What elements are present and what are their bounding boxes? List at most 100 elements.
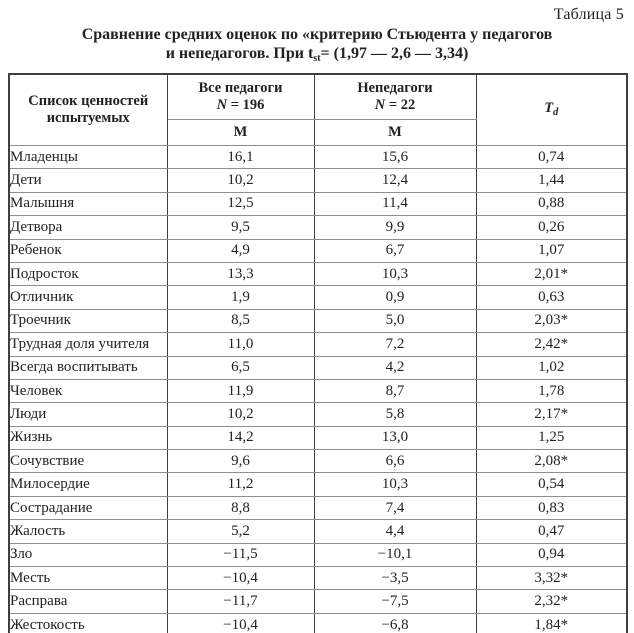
all-teachers-mean-cell: −11,7 <box>166 589 315 614</box>
all-teachers-mean-cell: 11,2 <box>166 472 315 497</box>
t-d-value-cell: 1,25 <box>475 425 628 451</box>
table-number-label: Таблица 5 <box>553 6 624 23</box>
value-label-cell: Отличник <box>8 285 168 310</box>
t-d-value-cell: 0,74 <box>475 144 628 170</box>
table-row: Троечник 8,5 5,0 2,03* <box>8 308 628 334</box>
table-title-line-1: Сравнение средних оценок по «критерию Ст… <box>81 26 553 43</box>
table-row: Отличник 1,9 0,9 0,63 <box>8 285 628 310</box>
value-label-cell: Младенцы <box>8 144 168 170</box>
table-header: Список ценностей испытуемых Все педагоги… <box>8 73 628 146</box>
all-teachers-mean-cell: 11,9 <box>166 378 315 404</box>
non-teachers-mean-cell: −3,5 <box>313 566 477 591</box>
value-label-cell: Милосердие <box>8 472 168 497</box>
value-label-cell: Подросток <box>8 261 168 287</box>
n-symbol: N <box>374 97 386 113</box>
all-teachers-header-line-1: Все педагоги <box>198 80 283 96</box>
non-teachers-header: Непедагоги N = 22 <box>313 73 477 120</box>
all-teachers-mean-cell: −10,4 <box>166 612 315 633</box>
value-label-cell: Жалость <box>8 519 168 544</box>
all-teachers-mean-cell: −10,4 <box>166 566 315 591</box>
t-d-value-cell: 2,32* <box>475 589 628 614</box>
t-d-value-cell: 1,84* <box>475 612 628 633</box>
value-label-cell: Детвора <box>8 215 168 240</box>
value-label-cell: Жестокость <box>8 612 168 633</box>
t-d-value-cell: 0,88 <box>475 191 628 217</box>
value-label-cell: Малышня <box>8 191 168 217</box>
table-row: Ребенок 4,9 6,7 1,07 <box>8 238 628 263</box>
title-line2-values: = (1,97 — 2,6 — 3,34) <box>320 45 469 62</box>
all-teachers-mean-cell: 10,2 <box>166 168 315 193</box>
all-teachers-sample-size: N = 196 <box>168 97 314 114</box>
table-row: Малышня 12,5 11,4 0,88 <box>8 191 628 217</box>
table-row: Расправа −11,7 −7,5 2,32* <box>8 589 628 614</box>
non-teachers-mean-cell: 8,7 <box>313 378 477 404</box>
values-list-header: Список ценностей испытуемых <box>8 73 168 146</box>
non-teachers-mean-cell: −6,8 <box>313 612 477 633</box>
non-teachers-mean-cell: 5,8 <box>313 402 477 427</box>
non-teachers-mean-cell: 13,0 <box>313 425 477 451</box>
value-label-cell: Ребенок <box>8 238 168 263</box>
value-label-cell: Месть <box>8 566 168 591</box>
all-teachers-mean-cell: 8,5 <box>166 308 315 334</box>
t-d-value-cell: 0,47 <box>475 519 628 544</box>
table-row: Детвора 9,5 9,9 0,26 <box>8 215 628 240</box>
t-d-subscript: d <box>553 106 559 118</box>
table-row: Сочувствие 9,6 6,6 2,08* <box>8 449 628 474</box>
values-list-header-line-1: Список ценностей <box>28 93 149 109</box>
n-value: = 196 <box>227 97 265 113</box>
all-teachers-mean-cell: 5,2 <box>166 519 315 544</box>
header-row-sub: М М <box>9 119 627 146</box>
all-teachers-mean-cell: 11,0 <box>166 332 315 357</box>
value-label-cell: Сострадание <box>8 495 168 521</box>
all-teachers-header: Все педагоги N = 196 <box>166 73 315 120</box>
all-teachers-mean-cell: 14,2 <box>166 425 315 451</box>
all-teachers-mean-cell: 9,5 <box>166 215 315 240</box>
t-d-value-cell: 0,63 <box>475 285 628 310</box>
value-label-cell: Дети <box>8 168 168 193</box>
non-teachers-mean-cell: 10,3 <box>313 472 477 497</box>
t-d-value-cell: 2,01* <box>475 261 628 287</box>
all-teachers-mean-cell: 6,5 <box>166 355 315 380</box>
non-teachers-mean-cell: 7,4 <box>313 495 477 521</box>
t-d-value-cell: 3,32* <box>475 566 628 591</box>
n-value: = 22 <box>385 97 416 113</box>
t-d-value-cell: 2,42* <box>475 332 628 357</box>
title-line2-text: и непедагогов. При t <box>165 45 314 62</box>
table-row: Сострадание 8,8 7,4 0,83 <box>8 495 628 521</box>
t-d-value-cell: 0,83 <box>475 495 628 521</box>
t-d-column-header: Td <box>475 73 628 146</box>
non-teachers-mean-cell: 11,4 <box>313 191 477 217</box>
header-row-top: Список ценностей испытуемых Все педагоги… <box>8 73 628 146</box>
table-title-line-2: и непедагогов. При tst= (1,97 — 2,6 — 3,… <box>0 44 634 68</box>
table-row: Жизнь 14,2 13,0 1,25 <box>8 425 628 451</box>
non-teachers-mean-cell: 6,7 <box>313 238 477 263</box>
table-row: Жалость 5,2 4,4 0,47 <box>8 519 628 544</box>
table-title: Сравнение средних оценок по «критерию Ст… <box>0 25 634 68</box>
value-label-cell: Всегда воспитывать <box>8 355 168 380</box>
table-row: Младенцы 16,1 15,6 0,74 <box>8 144 628 170</box>
all-teachers-mean-cell: 1,9 <box>166 285 315 310</box>
t-symbol: T <box>544 99 554 116</box>
value-label-cell: Человек <box>8 378 168 404</box>
non-teachers-mean-cell: 12,4 <box>313 168 477 193</box>
all-teachers-mean-cell: 9,6 <box>166 449 315 474</box>
all-teachers-mean-cell: 16,1 <box>166 144 315 170</box>
non-teachers-mean-cell: 7,2 <box>313 332 477 357</box>
all-teachers-mean-cell: 10,2 <box>166 402 315 427</box>
t-d-value-cell: 1,78 <box>475 378 628 404</box>
values-list-header-line-2: испытуемых <box>46 110 130 126</box>
value-label-cell: Зло <box>8 542 168 568</box>
non-teachers-header-line-1: Непедагоги <box>357 80 433 96</box>
non-teachers-mean-cell: −7,5 <box>313 589 477 614</box>
non-teachers-mean-cell: 4,4 <box>313 519 477 544</box>
comparison-table: Список ценностей испытуемых Все педагоги… <box>8 73 628 633</box>
t-d-value-cell: 0,26 <box>475 215 628 240</box>
value-label-cell: Жизнь <box>8 425 168 451</box>
value-label-cell: Люди <box>8 402 168 427</box>
value-label-cell: Расправа <box>8 589 168 614</box>
table-row: Милосердие 11,2 10,3 0,54 <box>8 472 628 497</box>
all-teachers-mean-cell: 4,9 <box>166 238 315 263</box>
table-row: Зло −11,5 −10,1 0,94 <box>8 542 628 568</box>
t-d-value-cell: 2,03* <box>475 308 628 334</box>
table-row: Подросток 13,3 10,3 2,01* <box>8 261 628 287</box>
